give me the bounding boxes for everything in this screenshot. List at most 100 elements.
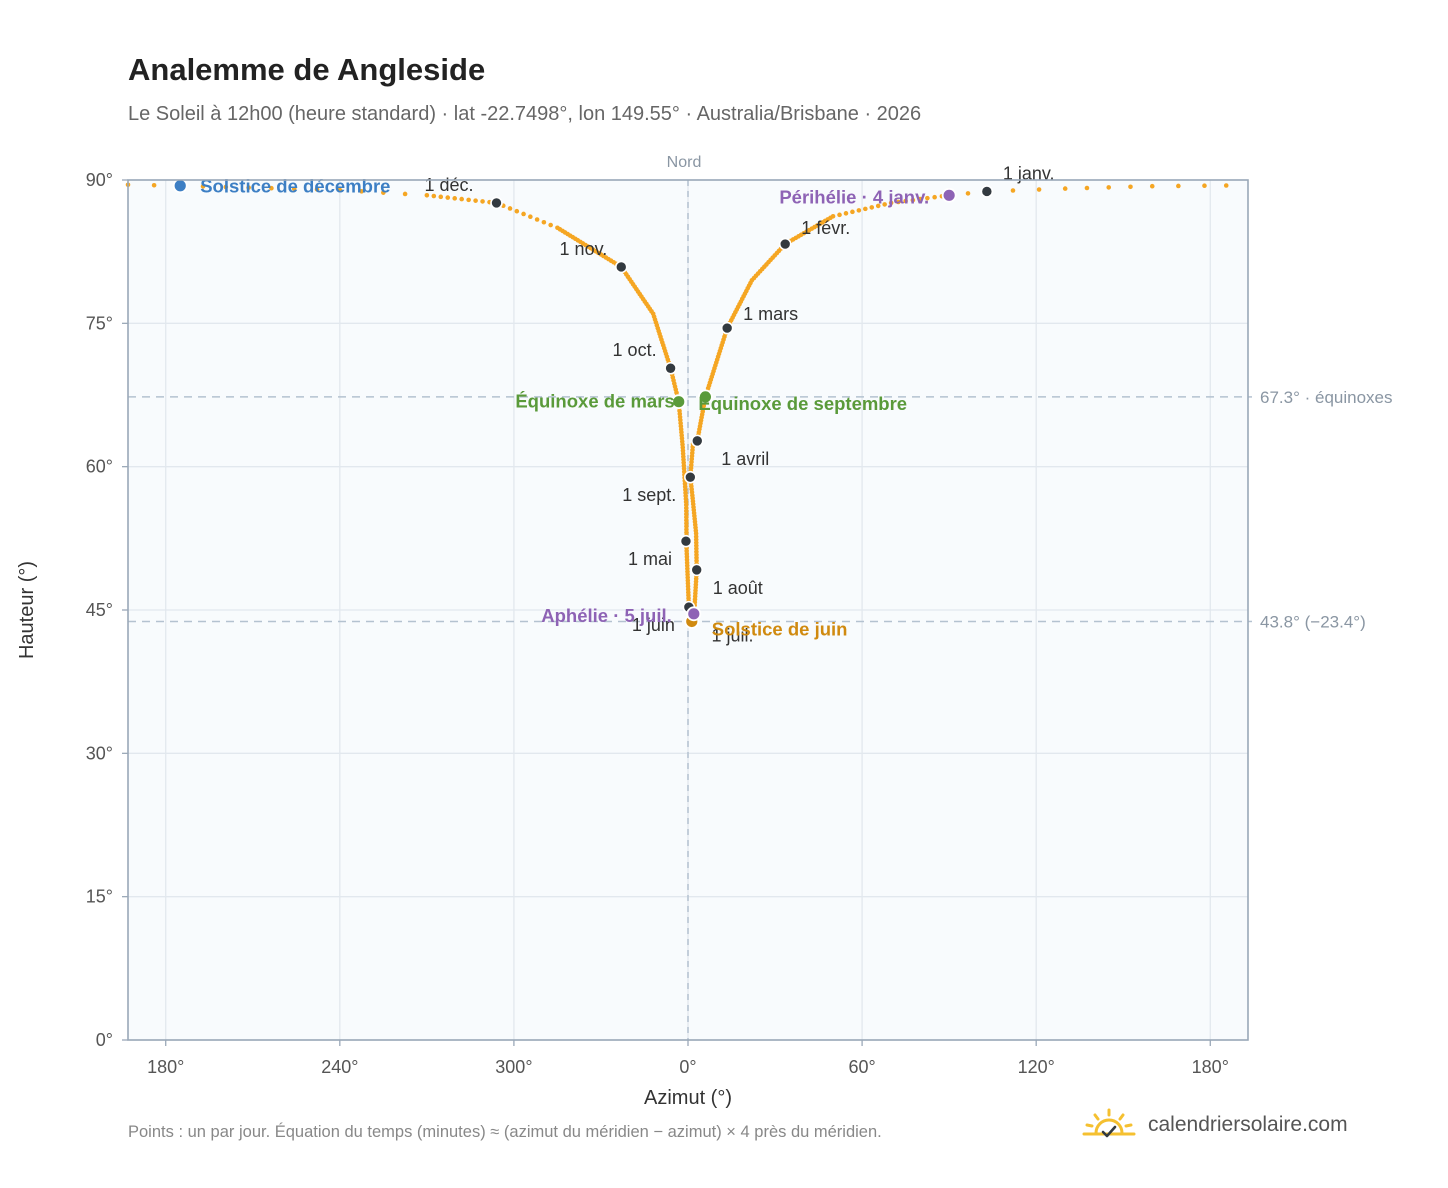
month-label: 1 sept.: [622, 485, 676, 505]
month-marker: [778, 237, 792, 251]
day-point: [337, 187, 343, 193]
event-marker: [941, 187, 957, 203]
event-marker: [172, 178, 188, 194]
month-marker: [690, 563, 704, 577]
reference-line-label: 43.8° (−23.4°): [1260, 612, 1366, 631]
event-marker: [686, 606, 702, 622]
month-label: 1 févr.: [801, 218, 850, 238]
day-point: [850, 209, 855, 215]
x-tick-label: 240°: [321, 1057, 358, 1077]
event-label: Équinoxe de septembre: [698, 393, 907, 414]
day-point: [1036, 187, 1042, 192]
day-point: [438, 194, 444, 200]
month-marker: [720, 321, 734, 335]
day-point: [269, 185, 274, 191]
day-point: [534, 217, 540, 222]
day-point: [917, 196, 923, 202]
y-tick-label: 15°: [86, 887, 113, 907]
day-point: [837, 212, 842, 218]
day-point: [1223, 183, 1229, 188]
day-point: [882, 202, 887, 207]
footnote: Points : un par jour. Équation du temps …: [128, 1123, 882, 1141]
reference-line-label: 67.3° · équinoxes: [1260, 388, 1393, 407]
y-tick-label: 60°: [86, 457, 113, 477]
day-point: [863, 206, 868, 212]
event-label: Solstice de décembre: [200, 176, 390, 197]
day-point: [910, 197, 916, 203]
brand[interactable]: calendriersolaire.com: [1082, 1100, 1348, 1150]
month-marker: [664, 361, 677, 375]
month-label: 1 mars: [743, 304, 798, 324]
month-marker: [614, 260, 628, 274]
day-point: [381, 190, 386, 195]
y-axis-label: Hauteur (°): [16, 561, 38, 659]
event-marker: [671, 394, 687, 410]
event-label: Solstice de juin: [712, 618, 848, 639]
day-point: [1106, 185, 1112, 190]
month-marker: [980, 185, 994, 198]
month-label: 1 avril: [721, 449, 769, 469]
x-axis-ticks: 180° 240° 300° 0° 60° 120° 180°: [147, 1040, 1229, 1077]
day-point: [875, 203, 881, 209]
month-marker: [684, 470, 697, 484]
day-point: [541, 219, 547, 225]
month-label: 1 nov.: [560, 239, 608, 259]
day-point: [1010, 188, 1016, 193]
brand-name: calendriersolaire.com: [1148, 1113, 1348, 1136]
event-label: Périhélie · 4 janv.: [779, 186, 929, 207]
month-marker: [690, 434, 704, 448]
y-axis-ticks: 0° 15° 30° 45° 60° 75° 90°: [86, 170, 128, 1050]
x-tick-label: 300°: [495, 1057, 532, 1077]
day-point: [452, 196, 458, 201]
day-point: [359, 189, 364, 194]
day-point: [246, 185, 251, 190]
day-point: [1084, 185, 1090, 191]
y-tick-label: 0°: [96, 1030, 113, 1050]
day-point: [521, 211, 526, 217]
day-point: [473, 198, 478, 203]
month-label: 1 août: [713, 578, 763, 598]
x-tick-label: 0°: [679, 1057, 696, 1077]
day-point: [314, 187, 320, 192]
day-point: [903, 198, 908, 204]
x-tick-label: 60°: [848, 1057, 875, 1077]
x-tick-label: 180°: [1192, 1057, 1229, 1077]
day-point: [869, 205, 875, 210]
day-point: [514, 208, 520, 214]
day-point: [431, 193, 437, 199]
month-label: 1 juin: [632, 615, 675, 635]
day-point: [896, 199, 901, 205]
event-marker: [698, 389, 713, 405]
event-points: Solstice de décembre Solstice de juin Équi…: [172, 176, 957, 639]
sun-check-icon: [1082, 1108, 1136, 1138]
event-label: Aphélie · 5 juil.: [541, 605, 672, 626]
north-label: Nord: [667, 154, 702, 171]
day-point: [291, 186, 297, 192]
x-tick-label: 180°: [147, 1057, 184, 1077]
day-point: [932, 194, 937, 200]
day-point: [843, 211, 849, 216]
month-label: 1 mai: [628, 549, 672, 569]
day-point: [965, 191, 971, 196]
day-point: [459, 196, 464, 202]
day-point: [1128, 184, 1133, 190]
x-axis-label: Azimut (°): [644, 1087, 732, 1109]
day-point: [424, 192, 430, 198]
day-point: [1062, 186, 1068, 191]
day-point: [466, 197, 471, 203]
day-point: [1202, 183, 1207, 189]
event-label: Équinoxe de mars: [515, 391, 674, 412]
chart-subtitle: Le Soleil à 12h00 (heure standard) · lat…: [128, 103, 922, 125]
day-point: [200, 184, 206, 189]
day-point: [445, 195, 451, 200]
day-point: [1176, 183, 1181, 189]
month-label: 1 juil.: [711, 626, 753, 646]
month-label: 1 oct.: [613, 340, 657, 360]
month-label: 1 déc.: [424, 175, 473, 195]
day-point: [402, 191, 408, 197]
day-point: [151, 182, 157, 188]
chart-title: Analemme de Angleside: [128, 52, 486, 87]
y-tick-label: 75°: [86, 313, 113, 333]
day-point: [528, 214, 533, 220]
